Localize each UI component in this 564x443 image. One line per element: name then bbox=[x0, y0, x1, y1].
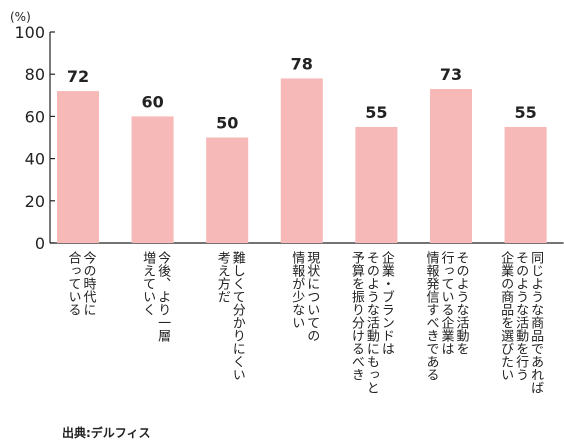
x-tick-label: 行っている企業は bbox=[439, 251, 455, 355]
bar bbox=[131, 116, 174, 243]
data-label: 55 bbox=[514, 103, 536, 122]
x-tick-label: 難しくて分かりにくい bbox=[230, 251, 246, 381]
x-tick-label: 情報が少ない bbox=[289, 251, 305, 329]
x-tick-label: 現状についての bbox=[304, 251, 320, 342]
y-tick-label: 40 bbox=[25, 150, 45, 169]
x-tick-label: 同じような商品であれば bbox=[528, 251, 544, 394]
x-tick-label: 情報発信すべきである bbox=[424, 251, 440, 381]
data-label: 78 bbox=[291, 54, 313, 73]
bar bbox=[206, 137, 249, 243]
x-tick-label: 今後、より一層 bbox=[155, 250, 171, 343]
bar bbox=[280, 78, 323, 243]
y-tick-label: 100 bbox=[14, 23, 45, 42]
data-label: 72 bbox=[67, 67, 89, 86]
bar bbox=[504, 126, 547, 243]
bars bbox=[57, 78, 547, 243]
source-note: 出典:デルフィス bbox=[62, 426, 151, 440]
y-tick-label: 60 bbox=[25, 107, 45, 126]
x-tick-label: 予算を振り分けるべき bbox=[349, 251, 365, 381]
y-tick-label: 80 bbox=[25, 65, 45, 84]
x-tick-label: 企業・ブランドは bbox=[379, 250, 395, 355]
value-labels: 72 60 50 78 55 73 55 bbox=[67, 54, 537, 132]
bar bbox=[355, 126, 398, 243]
y-tick-label: 0 bbox=[35, 234, 45, 253]
x-tick-label: 合っている bbox=[66, 251, 82, 316]
x-tick-label: 今の時代に bbox=[81, 250, 97, 316]
bar bbox=[430, 88, 472, 243]
x-tick-label: そのような活動にもっと bbox=[364, 251, 380, 394]
data-label: 60 bbox=[141, 92, 163, 111]
data-label: 55 bbox=[365, 103, 387, 122]
data-label: 50 bbox=[216, 114, 238, 133]
unit-label: (%) bbox=[10, 10, 31, 24]
x-tick-label: 増えていく bbox=[140, 251, 156, 316]
x-tick-label: 企業の商品を選びたい bbox=[498, 250, 513, 381]
x-tick-label: そのような活動を bbox=[454, 251, 470, 355]
x-tick-label: そのような活動を行う bbox=[513, 251, 529, 381]
data-label: 73 bbox=[440, 65, 462, 84]
y-tick-label: 20 bbox=[25, 192, 45, 211]
x-tick-label: 考え方だ bbox=[215, 251, 231, 303]
bar bbox=[57, 91, 99, 243]
